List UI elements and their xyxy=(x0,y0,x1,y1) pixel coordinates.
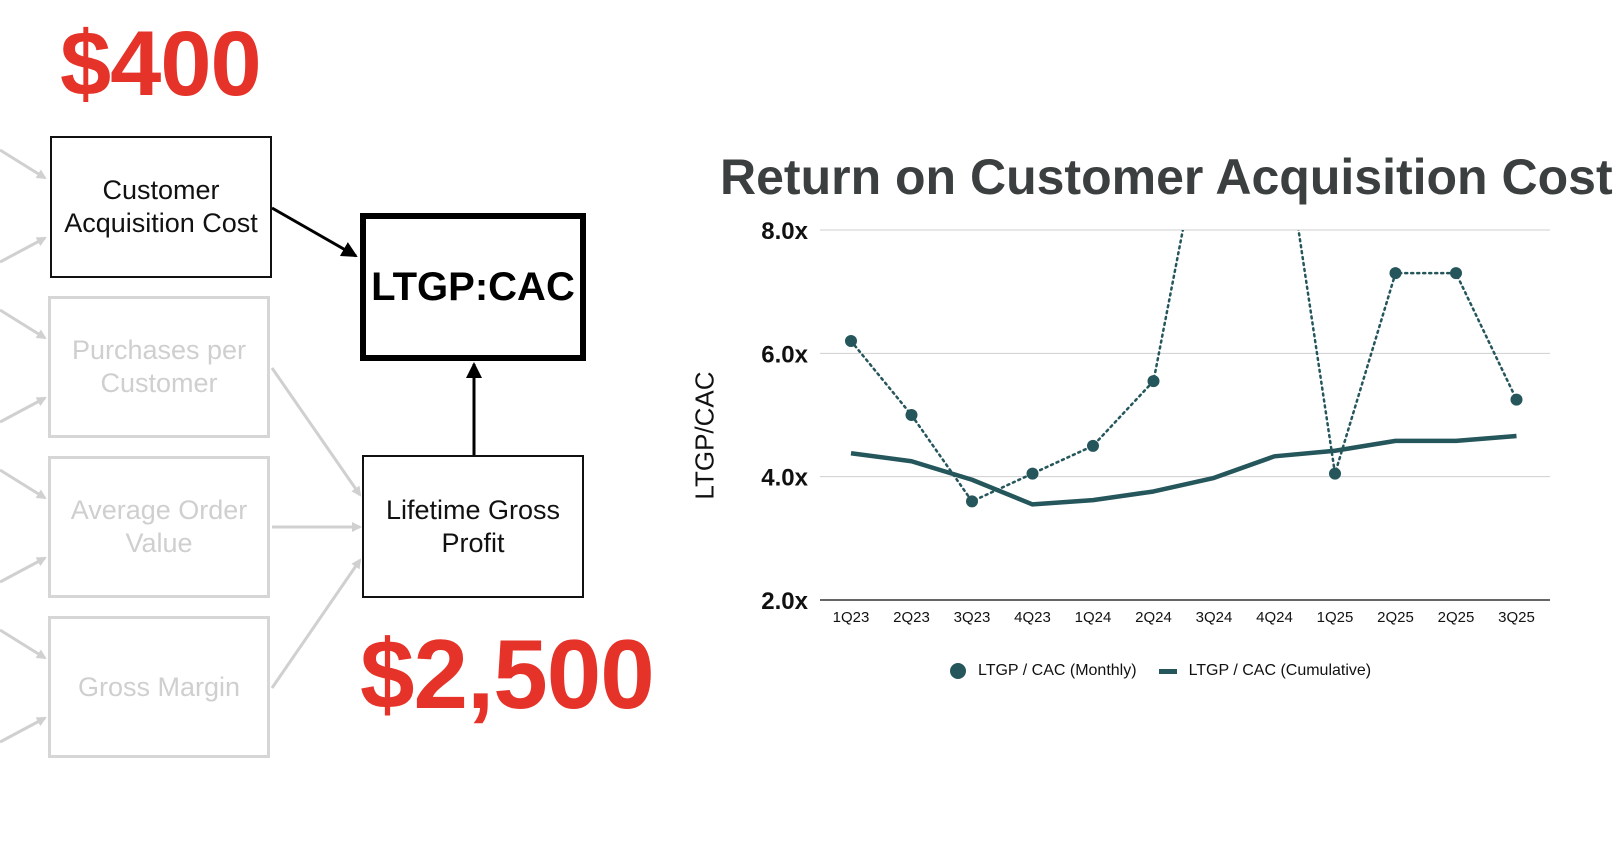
monthly-point-10 xyxy=(1450,267,1462,280)
box-ppc-label: Purchases per Customer xyxy=(71,335,247,398)
x-tick-label-6: 3Q24 xyxy=(1196,609,1233,626)
chart-title: Return on Customer Acquisition Cost xyxy=(720,149,1613,205)
monthly-point-8 xyxy=(1329,467,1341,480)
cac-value: $400 xyxy=(60,13,262,115)
box-purchases-per-customer: Purchases per Customer xyxy=(48,296,270,438)
arrow-in-5 xyxy=(0,468,47,500)
legend-cumulative-marker xyxy=(1158,668,1177,674)
box-lifetime-gross-profit: Lifetime Gross Profit xyxy=(362,455,584,598)
incoming-arrows xyxy=(0,148,47,744)
diagram-connectors xyxy=(0,148,482,744)
box-gross-margin: Gross Margin xyxy=(48,616,270,758)
x-tick-label-5: 2Q24 xyxy=(1135,609,1172,626)
arrow-in-4 xyxy=(0,396,47,424)
x-tick-label-3: 4Q23 xyxy=(1014,609,1051,626)
y-tick-label-2: 6.0x xyxy=(761,341,808,368)
box-cac-label: Customer Acquisition Cost xyxy=(64,175,258,238)
box-ltgp-cac: LTGP:CAC xyxy=(360,213,586,361)
y-tick-label-1: 4.0x xyxy=(761,465,808,492)
arrow-in-8 xyxy=(0,716,47,744)
monthly-point-0 xyxy=(845,335,857,347)
x-tick-label-9: 2Q25 xyxy=(1377,609,1414,626)
box-ratio-label: LTGP:CAC xyxy=(371,264,575,309)
x-tick-label-4: 1Q24 xyxy=(1075,609,1112,626)
x-tick-label-1: 2Q23 xyxy=(893,609,930,626)
arrow-in-7 xyxy=(0,628,47,660)
y-axis-label: LTGP/CAC xyxy=(689,371,720,500)
series-monthly-line xyxy=(849,230,1518,503)
monthly-point-3 xyxy=(1026,467,1039,480)
arrow-in-1 xyxy=(0,148,47,180)
y-tick-label-0: 2.0x xyxy=(761,588,808,615)
x-tick-label-11: 3Q25 xyxy=(1498,609,1535,626)
monthly-point-1 xyxy=(905,409,918,421)
chart-plot: 2.0x 4.0x 6.0x 8.0x 1Q23 2Q23 3Q23 4Q23 1Q24 2Q24… xyxy=(761,218,1550,626)
x-tick-label-10: 2Q25 xyxy=(1438,609,1475,626)
legend-monthly-marker xyxy=(950,663,966,679)
arrow-in-2 xyxy=(0,236,47,264)
monthly-point-9 xyxy=(1389,267,1402,280)
series-cumulative-line xyxy=(850,433,1517,507)
legend-monthly-label: LTGP / CAC (Monthly) xyxy=(978,662,1137,679)
arrow-ppc-ltgp xyxy=(270,367,362,497)
monthly-point-11 xyxy=(1510,393,1523,406)
monthly-point-5 xyxy=(1147,375,1160,388)
box-gm-label: Gross Margin xyxy=(77,671,241,702)
monthly-point-4 xyxy=(1087,439,1099,452)
ltgp-input-arrows xyxy=(270,367,362,689)
x-tick-label-7: 4Q24 xyxy=(1256,609,1293,626)
ltgp-value: $2,500 xyxy=(360,619,655,729)
chart-legend: LTGP / CAC (Monthly) LTGP / CAC (Cumulat… xyxy=(950,662,1371,680)
monthly-point-2 xyxy=(966,495,978,508)
x-tick-label-2: 3Q23 xyxy=(954,609,991,626)
arrow-in-6 xyxy=(0,556,47,584)
arrow-in-3 xyxy=(0,308,47,340)
box-average-order-value: Average Order Value xyxy=(48,456,270,598)
arrow-cac-ratio xyxy=(271,206,358,258)
x-tick-label-0: 1Q23 xyxy=(833,609,870,626)
box-customer-acquisition-cost: Customer Acquisition Cost xyxy=(50,136,272,278)
box-ltgp-label: Lifetime Gross Profit xyxy=(385,494,561,558)
x-tick-label-8: 1Q25 xyxy=(1317,609,1354,626)
arrow-gm-ltgp xyxy=(270,558,362,689)
box-aov-label: Average Order Value xyxy=(70,495,248,558)
y-tick-label-3: 8.0x xyxy=(761,218,808,245)
legend-cumulative-label: LTGP / CAC (Cumulative) xyxy=(1188,662,1372,679)
